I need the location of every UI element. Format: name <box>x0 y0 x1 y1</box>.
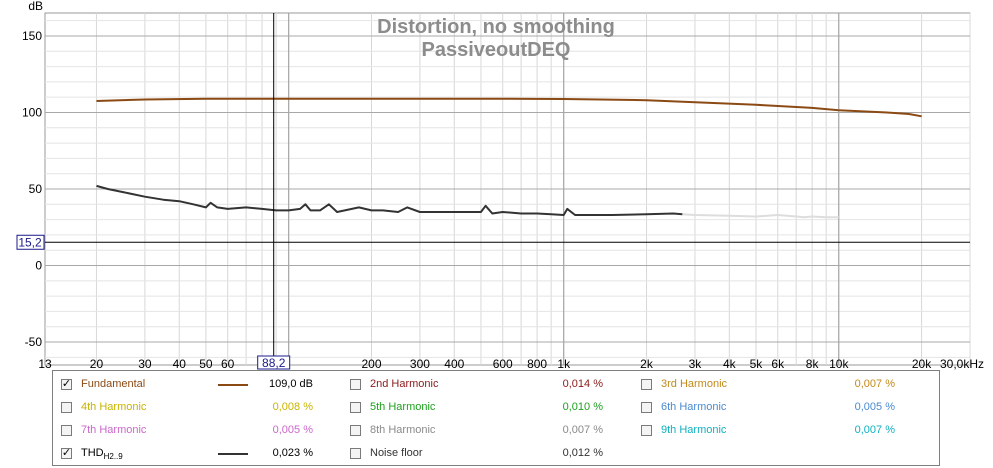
cursor-y-readout-box <box>16 234 45 250</box>
x-tick-label: 20 <box>90 357 104 370</box>
legend-panel: ✓ Fundamental 109,0 dB 2nd Harmonic 0,014 % 3… <box>52 370 940 466</box>
legend-value: 0,008 % <box>272 401 313 413</box>
legend-value: 0,014 % <box>562 378 603 390</box>
legend-item-9th-harmonic: 9th Harmonic 0,007 % <box>641 422 895 440</box>
legend-label: 8th Harmonic <box>370 424 436 436</box>
x-tick-label: 300 <box>410 357 430 370</box>
checkbox-checked[interactable]: ✓ <box>61 447 72 459</box>
legend-label: 6th Harmonic <box>661 401 727 413</box>
legend-value: 0,005 % <box>272 424 313 436</box>
x-tick-label: 8k <box>806 357 820 370</box>
checkbox-unchecked[interactable] <box>61 425 72 436</box>
legend-value: 0,012 % <box>562 447 603 459</box>
legend-label: 5th Harmonic <box>370 401 436 413</box>
checkbox-unchecked[interactable] <box>641 379 652 390</box>
major-grid <box>45 13 970 365</box>
legend-value: 0,005 % <box>854 401 895 413</box>
x-tick-label: 4k <box>723 357 737 370</box>
x-tick-label: 6k <box>771 357 785 370</box>
x-tick-label: 3k <box>689 357 703 370</box>
cursor-x-readout-box <box>257 355 291 370</box>
distortion-chart: 88,2 15,2 13 20 30 40 50 60 200 300 400 600 800 1k 2k… <box>16 0 984 370</box>
y-tick-label: 150 <box>22 29 42 43</box>
legend-item-noise-floor: Noise floor 0,012 % <box>350 445 603 463</box>
legend-item-4th-harmonic: 4th Harmonic 0,008 % <box>61 399 313 417</box>
legend-item-3rd-harmonic: 3rd Harmonic 0,007 % <box>641 376 895 394</box>
y-tick-label: 100 <box>22 105 42 119</box>
legend-value: 0,007 % <box>854 378 895 390</box>
y-tick-label: 0 <box>35 259 42 273</box>
checkbox-unchecked[interactable] <box>641 402 652 413</box>
x-tick-label: 800 <box>527 357 547 370</box>
legend-item-7th-harmonic: 7th Harmonic 0,005 % <box>61 422 313 440</box>
chart-title: Distortion, no smoothing <box>377 16 615 38</box>
x-tick-label: 60 <box>221 357 235 370</box>
x-tick-label: 30 <box>138 357 152 370</box>
checkbox-unchecked[interactable] <box>61 402 72 413</box>
checkbox-unchecked[interactable] <box>350 402 361 413</box>
legend-label-subscript: H2..9 <box>103 452 123 462</box>
legend-value: 0,007 % <box>562 424 603 436</box>
legend-label: 3rd Harmonic <box>661 378 728 390</box>
checkbox-unchecked[interactable] <box>350 379 361 390</box>
x-tick-label: 20k <box>912 357 932 370</box>
y-axis-label: dB <box>28 0 43 13</box>
checkbox-checked[interactable]: ✓ <box>61 378 72 390</box>
legend-swatch <box>218 384 248 386</box>
checkbox-unchecked[interactable] <box>350 425 361 436</box>
y-tick-label: 50 <box>29 182 43 196</box>
cursor-layer[interactable]: 88,2 15,2 <box>16 13 970 370</box>
legend-item-8th-harmonic: 8th Harmonic 0,007 % <box>350 422 603 440</box>
series-line-thd-h2-9 <box>96 184 683 216</box>
legend-label: THDH2..9 <box>81 447 123 462</box>
legend-label: Noise floor <box>370 447 423 459</box>
legend-value: 0,007 % <box>854 424 895 436</box>
cursor-x-readout: 88,2 <box>262 356 286 370</box>
x-tick-label: 2k <box>640 357 654 370</box>
x-tick-label: 400 <box>444 357 464 370</box>
legend-item-thd: ✓ THDH2..9 0,023 % <box>61 445 313 463</box>
legend-label: 7th Harmonic <box>81 424 147 436</box>
x-axis-ticks: 13 20 30 40 50 60 200 300 400 600 800 1k 2k 3k 4k 5k 6k 8… <box>38 357 984 370</box>
legend-label: Fundamental <box>81 378 146 390</box>
legend-item-5th-harmonic: 5th Harmonic 0,010 % <box>350 399 603 417</box>
x-tick-label: 13 <box>38 357 52 370</box>
y-axis-ticks: 150 100 50 0 -50 <box>22 29 42 349</box>
legend-value: 0,023 % <box>272 447 313 459</box>
legend-label: 4th Harmonic <box>81 401 147 413</box>
legend-value: 0,010 % <box>562 401 603 413</box>
legend-item-fundamental: ✓ Fundamental 109,0 dB <box>61 376 313 394</box>
legend-label: 9th Harmonic <box>661 424 727 436</box>
x-tick-label: 600 <box>493 357 513 370</box>
series-layer <box>96 97 922 219</box>
cursor-y-readout: 15,2 <box>18 235 42 249</box>
y-tick-label: -50 <box>25 335 43 349</box>
x-tick-label: 50 <box>199 357 213 370</box>
chart-subtitle: PassiveoutDEQ <box>422 39 571 61</box>
series-line-fundamental <box>96 97 922 118</box>
series-line-noise-floor <box>682 213 839 219</box>
x-tick-label: 40 <box>173 357 187 370</box>
legend-item-6th-harmonic: 6th Harmonic 0,005 % <box>641 399 895 417</box>
legend-value: 109,0 dB <box>268 378 313 390</box>
x-tick-label: 10k <box>829 357 849 370</box>
x-tick-label: 1k <box>557 357 571 370</box>
x-tick-label: 30,0kHz <box>940 357 984 370</box>
legend-item-2nd-harmonic: 2nd Harmonic 0,014 % <box>350 376 603 394</box>
checkbox-unchecked[interactable] <box>641 425 652 436</box>
legend-swatch <box>218 453 248 455</box>
legend-label: 2nd Harmonic <box>370 378 439 390</box>
checkbox-unchecked[interactable] <box>350 448 361 459</box>
x-tick-label: 200 <box>361 357 381 370</box>
x-tick-label: 5k <box>750 357 764 370</box>
